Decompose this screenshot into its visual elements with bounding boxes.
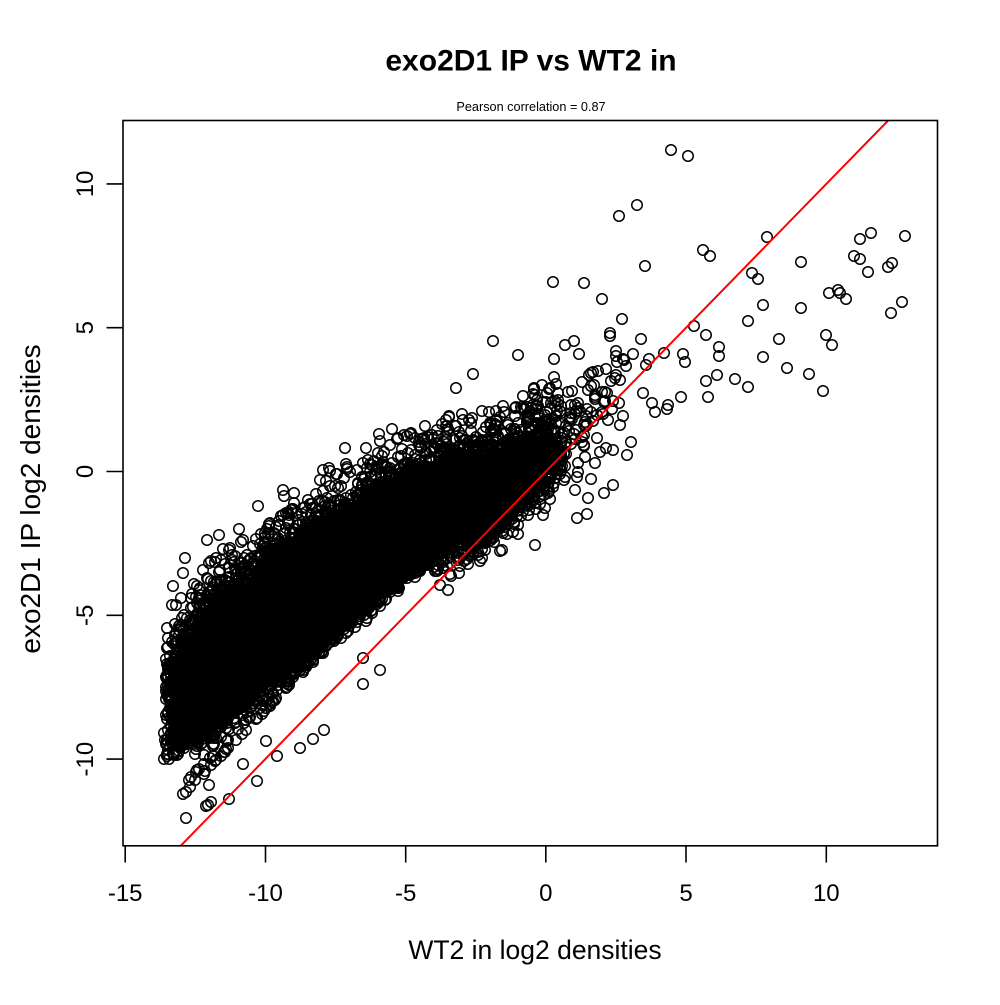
svg-text:-5: -5 xyxy=(395,880,416,907)
svg-text:exo2D1 IP vs WT2 in: exo2D1 IP vs WT2 in xyxy=(385,44,676,77)
svg-text:0: 0 xyxy=(539,880,552,907)
svg-text:5: 5 xyxy=(72,321,99,334)
svg-text:-15: -15 xyxy=(108,880,143,907)
svg-text:-10: -10 xyxy=(72,742,99,777)
svg-text:exo2D1 IP log2 densities: exo2D1 IP log2 densities xyxy=(15,344,46,653)
svg-text:-5: -5 xyxy=(72,605,99,626)
svg-text:Pearson correlation = 0.87: Pearson correlation = 0.87 xyxy=(456,100,605,114)
svg-text:5: 5 xyxy=(679,880,692,907)
svg-text:WT2 in log2 densities: WT2 in log2 densities xyxy=(408,935,661,965)
svg-text:10: 10 xyxy=(813,880,840,907)
svg-text:-10: -10 xyxy=(248,880,283,907)
svg-text:0: 0 xyxy=(72,465,99,478)
svg-text:10: 10 xyxy=(72,171,99,198)
